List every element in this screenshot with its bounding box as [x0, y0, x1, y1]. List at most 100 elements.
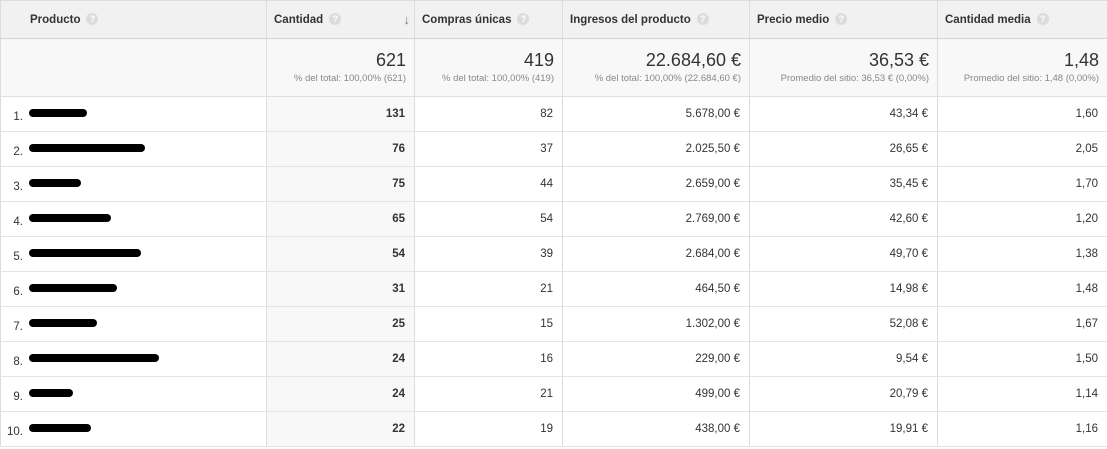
product-cell: 5.: [0, 236, 267, 272]
table-row: 3. 75 44 2.659,00 €35,45 €1,70: [0, 166, 1107, 202]
product-link[interactable]: [29, 421, 91, 435]
table-row: 5. 54 39 2.684,00 €49,70 €1,38: [0, 236, 1107, 272]
ingresos-cell: 438,00 €: [562, 411, 750, 447]
precio-medio-cell: 20,79 €: [749, 376, 938, 412]
cantidad-cell: 22: [266, 411, 415, 447]
compras-cell: 54: [414, 201, 563, 237]
row-index: 7.: [13, 320, 23, 333]
total-value: 419: [523, 50, 554, 70]
product-link[interactable]: [29, 211, 111, 225]
cantidad-media-cell: 1,38: [937, 236, 1107, 272]
compras-cell: 15: [414, 306, 563, 342]
precio-medio-cell: 35,45 €: [749, 166, 938, 202]
product-cell: 6.: [0, 271, 267, 307]
table-row: 1. 131 82 5.678,00 €43,34 €1,60: [0, 96, 1107, 132]
column-header-label: Producto: [30, 14, 81, 26]
cantidad-cell: 131: [266, 96, 415, 132]
cantidad-cell: 24: [266, 341, 415, 377]
help-icon[interactable]: ?: [329, 13, 342, 25]
ingresos-cell: 2.769,00 €: [562, 201, 750, 237]
precio-medio-cell: 49,70 €: [749, 236, 938, 272]
product-cell: 1.: [0, 96, 267, 132]
totals-cell-compras: 419 % del total: 100,00% (419): [414, 38, 563, 97]
compras-cell: 21: [414, 271, 563, 307]
column-header-cantidad-media[interactable]: Cantidad media?: [937, 0, 1107, 39]
help-icon[interactable]: ?: [86, 13, 99, 25]
cantidad-cell: 75: [266, 166, 415, 202]
row-index: 3.: [13, 180, 23, 193]
column-header-cantidad[interactable]: Cantidad? ↓: [266, 0, 415, 39]
ingresos-cell: 5.678,00 €: [562, 96, 750, 132]
redaction-mark: [29, 423, 91, 432]
ingresos-cell: 2.684,00 €: [562, 236, 750, 272]
cantidad-cell: 65: [266, 201, 415, 237]
product-link[interactable]: [29, 106, 87, 120]
precio-medio-cell: 14,98 €: [749, 271, 938, 307]
table-row: 10. 22 19 438,00 €19,91 €1,16: [0, 411, 1107, 447]
product-link[interactable]: [29, 351, 159, 365]
cantidad-media-cell: 1,48: [937, 271, 1107, 307]
header-row: Producto? Cantidad? ↓ Compras únicas? In…: [0, 0, 1107, 39]
row-index: 2.: [13, 145, 23, 158]
cantidad-cell: 25: [266, 306, 415, 342]
column-header-label: Cantidad media: [945, 14, 1031, 26]
row-index: 8.: [13, 355, 23, 368]
compras-cell: 16: [414, 341, 563, 377]
total-subtext: % del total: 100,00% (22.684,60 €): [594, 73, 741, 84]
product-cell: 3.: [0, 166, 267, 202]
precio-medio-cell: 43,34 €: [749, 96, 938, 132]
totals-cell-precio: 36,53 € Promedio del sitio: 36,53 € (0,0…: [749, 38, 938, 97]
column-header-compras-unicas[interactable]: Compras únicas?: [414, 0, 563, 39]
total-value: 22.684,60 €: [645, 50, 741, 70]
ingresos-cell: 229,00 €: [562, 341, 750, 377]
redaction-mark: [29, 178, 81, 187]
table-row: 4. 65 54 2.769,00 €42,60 €1,20: [0, 201, 1107, 237]
help-icon[interactable]: ?: [696, 13, 709, 25]
row-index: 4.: [13, 215, 23, 228]
product-cell: 2.: [0, 131, 267, 167]
cantidad-media-cell: 2,05: [937, 131, 1107, 167]
sort-descending-icon[interactable]: ↓: [403, 12, 411, 27]
table-row: 8. 24 16 229,00 €9,54 €1,50: [0, 341, 1107, 377]
totals-cell-empty: [0, 38, 267, 97]
column-header-ingresos[interactable]: Ingresos del producto?: [562, 0, 750, 39]
row-index: 5.: [13, 250, 23, 263]
total-subtext: % del total: 100,00% (419): [442, 73, 554, 84]
help-icon[interactable]: ?: [835, 13, 848, 25]
column-header-label: Cantidad: [274, 14, 324, 26]
table-row: 7. 25 15 1.302,00 €52,08 €1,67: [0, 306, 1107, 342]
row-index: 10.: [7, 425, 23, 438]
cantidad-cell: 54: [266, 236, 415, 272]
totals-cell-ingresos: 22.684,60 € % del total: 100,00% (22.684…: [562, 38, 750, 97]
compras-cell: 21: [414, 376, 563, 412]
total-subtext: Promedio del sitio: 1,48 (0,00%): [963, 73, 1099, 84]
cantidad-media-cell: 1,67: [937, 306, 1107, 342]
ingresos-cell: 464,50 €: [562, 271, 750, 307]
table-body: 1. 131 82 5.678,00 €43,34 €1,60 2. 76 37 2.025,…: [0, 96, 1107, 447]
redaction-mark: [29, 283, 117, 292]
precio-medio-cell: 42,60 €: [749, 201, 938, 237]
cantidad-cell: 31: [266, 271, 415, 307]
cantidad-cell: 24: [266, 376, 415, 412]
table-row: 6. 31 21 464,50 €14,98 €1,48: [0, 271, 1107, 307]
column-header-precio-medio[interactable]: Precio medio?: [749, 0, 938, 39]
redaction-mark: [29, 353, 159, 362]
totals-cell-cantidad: 621 % del total: 100,00% (621): [266, 38, 415, 97]
total-value: 36,53 €: [868, 50, 929, 70]
product-cell: 7.: [0, 306, 267, 342]
cantidad-cell: 76: [266, 131, 415, 167]
help-icon[interactable]: ?: [517, 13, 530, 25]
column-header-producto[interactable]: Producto?: [0, 0, 267, 39]
product-link[interactable]: [29, 141, 145, 155]
totals-row: 621 % del total: 100,00% (621) 419 % del…: [0, 38, 1107, 97]
product-link[interactable]: [29, 386, 73, 400]
product-link[interactable]: [29, 316, 97, 330]
ingresos-cell: 2.025,50 €: [562, 131, 750, 167]
help-icon[interactable]: ?: [1036, 13, 1049, 25]
product-link[interactable]: [29, 281, 117, 295]
product-link[interactable]: [29, 246, 141, 260]
ingresos-cell: 499,00 €: [562, 376, 750, 412]
product-cell: 8.: [0, 341, 267, 377]
product-link[interactable]: [29, 176, 81, 190]
compras-cell: 82: [414, 96, 563, 132]
